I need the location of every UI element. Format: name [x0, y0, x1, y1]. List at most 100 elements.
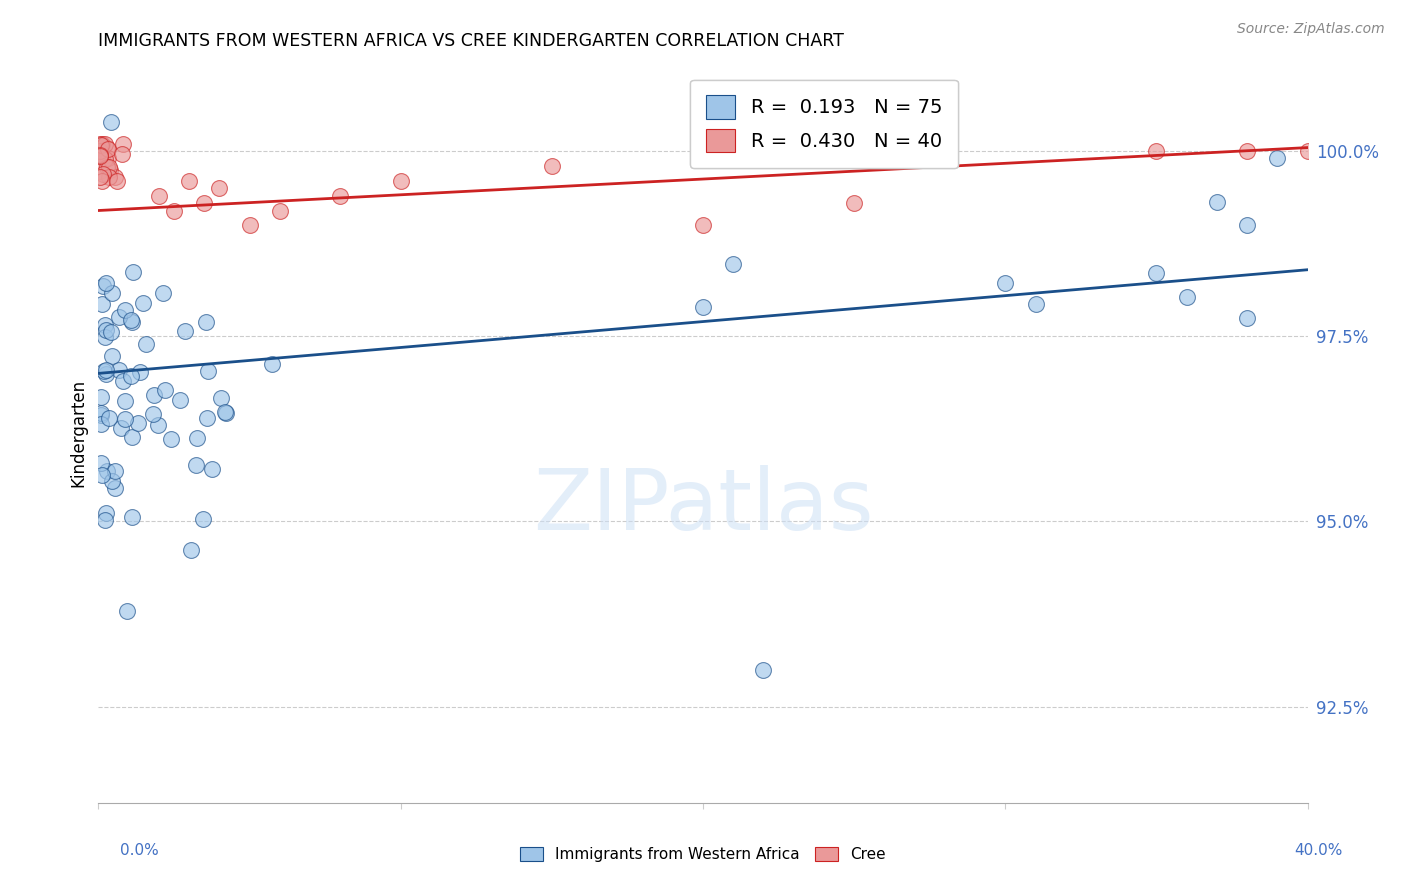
Point	[129, 365, 152, 379]
Point	[91, 167, 114, 181]
Point	[94, 153, 117, 167]
Point	[692, 219, 714, 233]
Point	[994, 276, 1017, 290]
Point	[1144, 266, 1167, 280]
Point	[209, 391, 232, 405]
Point	[101, 286, 124, 301]
Point	[90, 137, 112, 152]
Point	[195, 315, 218, 329]
Point	[90, 456, 112, 470]
Point	[214, 405, 236, 419]
Point	[89, 164, 111, 178]
Point	[1175, 290, 1198, 304]
Point	[141, 407, 163, 421]
Point	[100, 115, 122, 129]
Point	[96, 506, 118, 520]
Text: IMMIGRANTS FROM WESTERN AFRICA VS CREE KINDERGARTEN CORRELATION CHART: IMMIGRANTS FROM WESTERN AFRICA VS CREE K…	[98, 32, 844, 50]
Point	[97, 142, 120, 156]
Point	[94, 323, 117, 337]
Point	[89, 147, 111, 161]
Point	[193, 196, 215, 211]
Point	[143, 388, 166, 402]
Point	[104, 170, 127, 185]
Point	[269, 203, 291, 218]
Point	[163, 203, 186, 218]
Point	[239, 219, 262, 233]
Point	[115, 604, 138, 618]
Point	[112, 137, 135, 152]
Point	[89, 148, 111, 162]
Point	[135, 337, 157, 351]
Point	[91, 147, 114, 161]
Point	[98, 170, 121, 185]
Point	[169, 392, 191, 407]
Point	[100, 325, 122, 339]
Point	[90, 468, 112, 483]
Point	[90, 390, 112, 404]
Point	[91, 297, 114, 311]
Point	[723, 257, 745, 271]
Point	[108, 310, 131, 324]
Point	[148, 417, 170, 432]
Point	[329, 188, 352, 202]
Point	[91, 279, 114, 293]
Point	[90, 409, 112, 423]
Point	[389, 174, 412, 188]
Point	[96, 151, 118, 165]
Point	[121, 265, 143, 279]
Legend: Immigrants from Western Africa, Cree: Immigrants from Western Africa, Cree	[515, 841, 891, 868]
Point	[132, 295, 155, 310]
Point	[121, 315, 143, 329]
Point	[179, 174, 201, 188]
Point	[1206, 194, 1229, 209]
Point	[1236, 311, 1258, 326]
Point	[197, 410, 219, 425]
Point	[89, 149, 111, 163]
Point	[93, 329, 115, 343]
Point	[96, 464, 118, 478]
Point	[260, 357, 283, 371]
Point	[96, 277, 118, 291]
Point	[93, 363, 115, 377]
Point	[90, 406, 112, 420]
Text: 0.0%: 0.0%	[120, 843, 159, 858]
Point	[112, 374, 135, 388]
Point	[201, 462, 224, 476]
Point	[90, 137, 112, 152]
Point	[114, 303, 136, 318]
Point	[121, 509, 143, 524]
Point	[184, 458, 207, 472]
Point	[110, 421, 132, 435]
Point	[94, 367, 117, 381]
Point	[1267, 151, 1289, 165]
Point	[91, 173, 114, 187]
Y-axis label: Kindergarten: Kindergarten	[69, 378, 87, 487]
Point	[114, 394, 136, 409]
Point	[174, 324, 197, 338]
Point	[100, 475, 122, 489]
Point	[121, 430, 143, 444]
Legend: R =  0.193   N = 75, R =  0.430   N = 40: R = 0.193 N = 75, R = 0.430 N = 40	[690, 79, 957, 168]
Point	[120, 313, 142, 327]
Point	[844, 196, 866, 211]
Point	[153, 384, 176, 398]
Point	[98, 411, 121, 425]
Point	[1296, 145, 1319, 159]
Point	[197, 364, 219, 378]
Point	[186, 431, 208, 445]
Point	[100, 349, 122, 363]
Point	[208, 181, 231, 195]
Point	[160, 432, 183, 446]
Point	[94, 137, 117, 152]
Point	[127, 416, 149, 430]
Point	[111, 147, 134, 161]
Point	[692, 300, 714, 314]
Text: 40.0%: 40.0%	[1295, 843, 1343, 858]
Point	[214, 406, 236, 420]
Point	[93, 318, 115, 333]
Point	[1236, 145, 1258, 159]
Point	[752, 663, 775, 677]
Point	[89, 137, 111, 152]
Point	[148, 188, 170, 202]
Point	[89, 145, 111, 159]
